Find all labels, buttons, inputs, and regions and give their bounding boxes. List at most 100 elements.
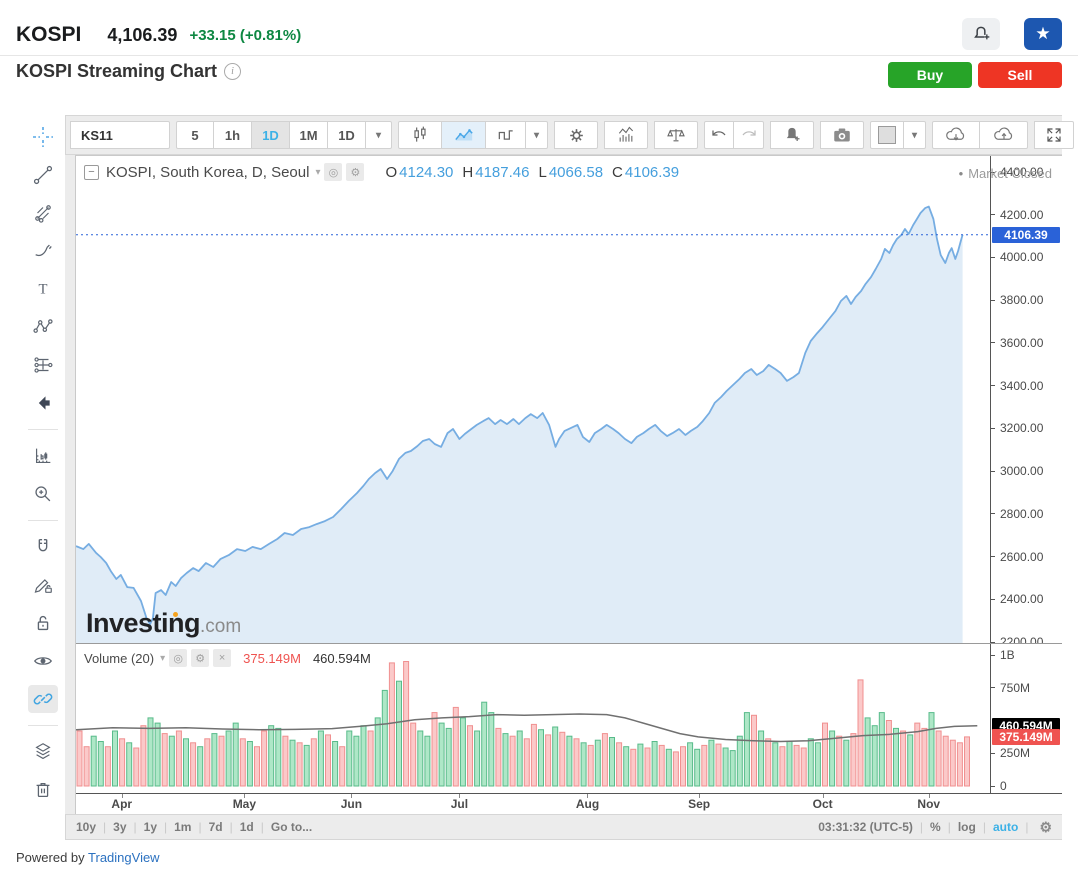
tradingview-link[interactable]: TradingView bbox=[88, 850, 160, 865]
price-tick: 2400.00 bbox=[991, 592, 1043, 606]
fullscreen-button[interactable] bbox=[1034, 121, 1074, 149]
volume-label[interactable]: Volume (20) bbox=[84, 650, 155, 666]
price-axis[interactable]: 4400.00 4200.00 4000.00 3800.00 3600.00 3400.… bbox=[990, 156, 1062, 649]
sync-drawings-tool[interactable] bbox=[27, 685, 58, 713]
interval-1h-button[interactable]: 1h bbox=[214, 121, 252, 149]
chart-settings-button[interactable] bbox=[554, 121, 598, 149]
legend-caret-icon[interactable]: ▾ bbox=[315, 166, 321, 178]
star-icon: ★ bbox=[1035, 24, 1051, 43]
info-icon[interactable]: i bbox=[224, 63, 242, 80]
svg-text:T: T bbox=[38, 282, 47, 298]
price-pane[interactable]: Investing .com − KOSPI, South Korea, D, S… bbox=[76, 156, 1062, 649]
sell-button[interactable]: Sell bbox=[978, 62, 1062, 88]
interval-5-button[interactable]: 5 bbox=[176, 121, 214, 149]
powered-by-text: Powered by bbox=[16, 850, 89, 865]
watermark-logo-text: Investing bbox=[86, 608, 201, 639]
log-scale-button[interactable]: log bbox=[957, 820, 976, 834]
range-1m-button[interactable]: 1m bbox=[174, 820, 192, 834]
remove-drawings-tool[interactable] bbox=[28, 776, 58, 804]
time-axis[interactable]: Apr May Jun Jul Aug Sep Oct Nov bbox=[76, 793, 1062, 814]
legend-title[interactable]: KOSPI, South Korea, D, Seoul bbox=[106, 163, 310, 181]
drawing-mode-lock-tool[interactable] bbox=[28, 571, 58, 599]
redo-button[interactable] bbox=[734, 121, 764, 149]
interval-menu-caret[interactable]: ▾ bbox=[366, 121, 392, 149]
percent-scale-button[interactable]: % bbox=[930, 820, 941, 834]
candlestick-chart-button[interactable] bbox=[398, 121, 442, 149]
layout-select-button[interactable] bbox=[870, 121, 904, 149]
alert-button[interactable] bbox=[770, 121, 814, 149]
brush-tool[interactable] bbox=[28, 237, 58, 265]
goto-button[interactable]: Go to... bbox=[270, 820, 313, 834]
price-tick: 3600.00 bbox=[991, 336, 1043, 350]
measure-tool[interactable] bbox=[28, 442, 58, 470]
price-plot[interactable]: Investing .com bbox=[76, 156, 991, 644]
chart-type-caret[interactable]: ▾ bbox=[526, 121, 548, 149]
symbol-search-button[interactable]: KS11 bbox=[70, 121, 170, 149]
volume-eye-icon[interactable]: ◎ bbox=[169, 649, 188, 668]
save-chart-button[interactable] bbox=[980, 121, 1028, 149]
current-price-label: 4106.39 bbox=[992, 226, 1060, 243]
hide-all-drawings-tool[interactable] bbox=[28, 647, 58, 675]
layout-square-icon bbox=[878, 126, 896, 144]
trend-line-tool[interactable] bbox=[28, 161, 58, 189]
volume-close-icon[interactable]: × bbox=[213, 649, 232, 668]
range-1d-button[interactable]: 1d bbox=[239, 820, 254, 834]
gann-fib-tool[interactable] bbox=[28, 199, 58, 227]
magnet-tool[interactable] bbox=[28, 533, 58, 561]
interval-1d-button[interactable]: 1D bbox=[252, 121, 290, 149]
create-alert-button[interactable] bbox=[962, 18, 1000, 50]
xabcd-pattern-tool[interactable] bbox=[28, 313, 58, 341]
crosshair-tool[interactable] bbox=[28, 123, 58, 151]
legend-eye-icon[interactable]: ◎ bbox=[324, 163, 343, 181]
layout-caret[interactable]: ▾ bbox=[904, 121, 926, 149]
month-label: Jul bbox=[450, 797, 469, 812]
snapshot-camera-button[interactable] bbox=[820, 121, 864, 149]
volume-caret-icon[interactable]: ▾ bbox=[160, 652, 166, 664]
page-title: KOSPI Streaming Chart bbox=[16, 61, 218, 81]
volume-tick: 0 bbox=[991, 779, 1007, 793]
volume-pane[interactable]: Volume (20) ▾ ◎ ⚙ × 375.149M 460.594M 1B… bbox=[76, 643, 1062, 794]
load-chart-button[interactable] bbox=[932, 121, 980, 149]
chart-area: Investing .com − KOSPI, South Korea, D, S… bbox=[65, 155, 1062, 814]
compare-button[interactable] bbox=[654, 121, 698, 149]
indicators-button[interactable] bbox=[604, 121, 648, 149]
undo-button[interactable] bbox=[704, 121, 734, 149]
collapse-legend-icon[interactable]: − bbox=[84, 164, 99, 180]
chart-widget: T KS11 5 1h 1D 1M 1D ▾ bbox=[20, 115, 1074, 840]
lock-all-drawings-tool[interactable] bbox=[28, 609, 58, 637]
range-1y-button[interactable]: 1y bbox=[143, 820, 157, 834]
zoom-in-tool[interactable] bbox=[28, 480, 58, 508]
object-tree-tool[interactable] bbox=[28, 738, 58, 766]
volume-plot[interactable] bbox=[76, 644, 991, 793]
volume-gear-icon[interactable]: ⚙ bbox=[191, 649, 210, 668]
price-tick: 3000.00 bbox=[991, 464, 1043, 478]
step-line-chart-button[interactable] bbox=[486, 121, 526, 149]
price-tick: 2600.00 bbox=[991, 550, 1043, 564]
month-label: Aug bbox=[575, 797, 600, 812]
interval-1m-button[interactable]: 1M bbox=[290, 121, 328, 149]
text-tool[interactable]: T bbox=[28, 275, 58, 303]
price-tick: 4200.00 bbox=[991, 208, 1043, 222]
range-10y-button[interactable]: 10y bbox=[76, 820, 97, 834]
price-tick: 3800.00 bbox=[991, 293, 1043, 307]
hide-toolbar-arrow[interactable] bbox=[28, 389, 58, 417]
prediction-tool[interactable] bbox=[28, 351, 58, 379]
instrument-header: KOSPI 4,106.39 +33.15 (+0.81%) bbox=[16, 18, 301, 52]
range-7d-button[interactable]: 7d bbox=[208, 820, 223, 834]
auto-scale-button[interactable]: auto bbox=[992, 820, 1019, 834]
axis-settings-gear-icon[interactable]: ⚙ bbox=[1039, 818, 1052, 835]
toolbar-divider bbox=[27, 520, 58, 521]
area-chart-button[interactable] bbox=[442, 121, 486, 149]
interval-1d2-button[interactable]: 1D bbox=[328, 121, 366, 149]
market-status: • Market Closed bbox=[958, 166, 1052, 181]
toolbar-divider bbox=[27, 725, 58, 726]
range-3y-button[interactable]: 3y bbox=[113, 820, 127, 834]
volume-axis[interactable]: 1B 750M 250M 0 460.594M 375.149M bbox=[990, 644, 1062, 794]
month-label: May bbox=[232, 797, 257, 812]
buy-button[interactable]: Buy bbox=[888, 62, 972, 88]
legend-gear-icon[interactable]: ⚙ bbox=[346, 163, 365, 181]
month-tick bbox=[928, 794, 930, 799]
clock-label[interactable]: 03:31:32 (UTC-5) bbox=[818, 820, 913, 834]
volume-tick: 250M bbox=[991, 746, 1030, 760]
watchlist-star-button[interactable]: ★ bbox=[1024, 18, 1062, 50]
